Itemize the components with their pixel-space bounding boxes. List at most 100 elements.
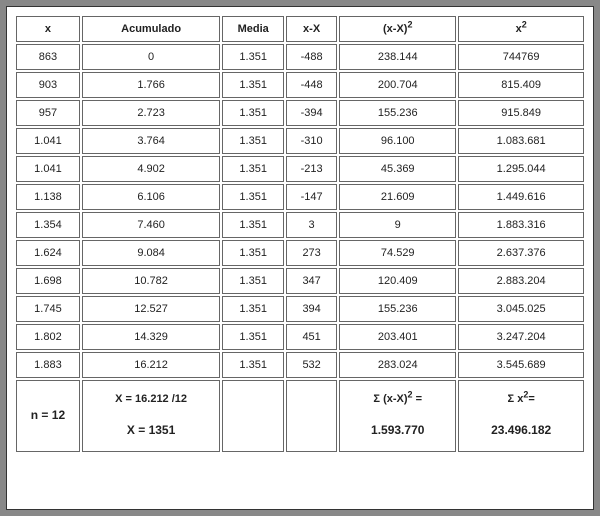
table-row: 1.6249.0841.35127374.5292.637.376: [16, 240, 584, 266]
cell-media: 1.351: [222, 212, 284, 238]
stats-table: x Acumulado Media x-X (x-X)2 x2 86301.35…: [14, 14, 586, 454]
cell-xx: 3: [286, 212, 337, 238]
cell-acum: 14.329: [82, 324, 220, 350]
table-row: 1.69810.7821.351347120.4092.883.204: [16, 268, 584, 294]
table-row: 9031.7661.351-448200.704815.409: [16, 72, 584, 98]
footer-acum: X = 16.212 /12 X = 1351: [82, 380, 220, 452]
cell-x: 1.138: [16, 184, 80, 210]
footer-sq: Σ (x-X)2 = 1.593.770: [339, 380, 456, 452]
cell-media: 1.351: [222, 296, 284, 322]
cell-x2: 2.883.204: [458, 268, 584, 294]
header-media: Media: [222, 16, 284, 42]
cell-xx: -488: [286, 44, 337, 70]
cell-xx: 532: [286, 352, 337, 378]
cell-sq: 155.236: [339, 296, 456, 322]
footer-n: n = 12: [16, 380, 80, 452]
cell-acum: 0: [82, 44, 220, 70]
cell-acum: 9.084: [82, 240, 220, 266]
table-row: 1.1386.1061.351-14721.6091.449.616: [16, 184, 584, 210]
cell-x2: 1.883.316: [458, 212, 584, 238]
header-xxsq: (x-X)2: [339, 16, 456, 42]
header-acumulado: Acumulado: [82, 16, 220, 42]
cell-xx: 451: [286, 324, 337, 350]
cell-x: 957: [16, 100, 80, 126]
cell-x2: 915.849: [458, 100, 584, 126]
cell-media: 1.351: [222, 324, 284, 350]
cell-x2: 744769: [458, 44, 584, 70]
cell-media: 1.351: [222, 184, 284, 210]
cell-sq: 96.100: [339, 128, 456, 154]
cell-xx: -147: [286, 184, 337, 210]
cell-media: 1.351: [222, 352, 284, 378]
cell-x: 1.745: [16, 296, 80, 322]
cell-x2: 3.247.204: [458, 324, 584, 350]
cell-acum: 3.764: [82, 128, 220, 154]
inner-frame: x Acumulado Media x-X (x-X)2 x2 86301.35…: [6, 6, 594, 510]
cell-sq: 74.529: [339, 240, 456, 266]
cell-sq: 283.024: [339, 352, 456, 378]
cell-xx: 273: [286, 240, 337, 266]
header-row: x Acumulado Media x-X (x-X)2 x2: [16, 16, 584, 42]
cell-x2: 1.295.044: [458, 156, 584, 182]
cell-sq: 21.609: [339, 184, 456, 210]
table-row: 1.3547.4601.351391.883.316: [16, 212, 584, 238]
cell-sq: 238.144: [339, 44, 456, 70]
cell-media: 1.351: [222, 156, 284, 182]
cell-media: 1.351: [222, 268, 284, 294]
table-body: 86301.351-488238.1447447699031.7661.351-…: [16, 44, 584, 378]
cell-media: 1.351: [222, 100, 284, 126]
cell-acum: 10.782: [82, 268, 220, 294]
cell-acum: 12.527: [82, 296, 220, 322]
cell-media: 1.351: [222, 240, 284, 266]
cell-x2: 815.409: [458, 72, 584, 98]
cell-acum: 16.212: [82, 352, 220, 378]
cell-x: 1.041: [16, 128, 80, 154]
cell-xx: -310: [286, 128, 337, 154]
cell-x: 1.624: [16, 240, 80, 266]
cell-x2: 1.449.616: [458, 184, 584, 210]
cell-acum: 2.723: [82, 100, 220, 126]
cell-x2: 1.083.681: [458, 128, 584, 154]
cell-sq: 120.409: [339, 268, 456, 294]
cell-sq: 203.401: [339, 324, 456, 350]
cell-xx: -213: [286, 156, 337, 182]
cell-xx: -394: [286, 100, 337, 126]
cell-xx: 394: [286, 296, 337, 322]
cell-x: 1.354: [16, 212, 80, 238]
cell-media: 1.351: [222, 128, 284, 154]
cell-acum: 6.106: [82, 184, 220, 210]
cell-xx: -448: [286, 72, 337, 98]
header-xx: x-X: [286, 16, 337, 42]
header-x: x: [16, 16, 80, 42]
cell-sq: 45.369: [339, 156, 456, 182]
cell-x: 1.698: [16, 268, 80, 294]
outer-frame: x Acumulado Media x-X (x-X)2 x2 86301.35…: [0, 0, 600, 516]
footer-row: n = 12 X = 16.212 /12 X = 1351 Σ (x-X)2 …: [16, 380, 584, 452]
cell-sq: 155.236: [339, 100, 456, 126]
footer-media: [222, 380, 284, 452]
table-row: 1.74512.5271.351394155.2363.045.025: [16, 296, 584, 322]
footer-xx: [286, 380, 337, 452]
cell-x: 903: [16, 72, 80, 98]
cell-acum: 7.460: [82, 212, 220, 238]
table-row: 1.0414.9021.351-21345.3691.295.044: [16, 156, 584, 182]
footer-x2: Σ x2= 23.496.182: [458, 380, 584, 452]
table-row: 1.0413.7641.351-31096.1001.083.681: [16, 128, 584, 154]
cell-x: 863: [16, 44, 80, 70]
cell-sq: 9: [339, 212, 456, 238]
cell-xx: 347: [286, 268, 337, 294]
cell-x2: 3.045.025: [458, 296, 584, 322]
cell-x: 1.802: [16, 324, 80, 350]
header-x2: x2: [458, 16, 584, 42]
cell-acum: 4.902: [82, 156, 220, 182]
cell-x: 1.883: [16, 352, 80, 378]
cell-media: 1.351: [222, 44, 284, 70]
table-row: 9572.7231.351-394155.236915.849: [16, 100, 584, 126]
table-row: 86301.351-488238.144744769: [16, 44, 584, 70]
cell-acum: 1.766: [82, 72, 220, 98]
cell-sq: 200.704: [339, 72, 456, 98]
cell-media: 1.351: [222, 72, 284, 98]
cell-x: 1.041: [16, 156, 80, 182]
cell-x2: 3.545.689: [458, 352, 584, 378]
table-row: 1.88316.2121.351532283.0243.545.689: [16, 352, 584, 378]
